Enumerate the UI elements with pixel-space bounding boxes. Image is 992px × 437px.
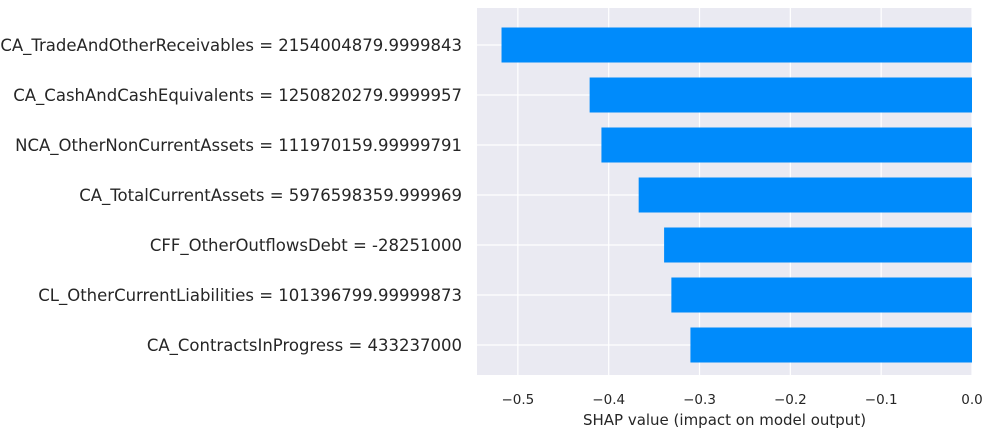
category-label-4: CFF_OtherOutflowsDebt = -28251000	[150, 236, 462, 256]
x-tick-label-0: −0.5	[501, 392, 534, 408]
category-label-0: CA_TradeAndOtherReceivables = 2154004879…	[0, 36, 462, 56]
bars	[501, 27, 972, 363]
x-tick-label-4: −0.1	[865, 392, 898, 408]
x-tick-label-5: 0.0	[961, 392, 982, 408]
x-axis-ticks: −0.5 −0.4 −0.3 −0.2 −0.1 0.0	[501, 392, 982, 408]
bar-5	[671, 277, 972, 313]
bar-4	[664, 227, 972, 263]
category-label-3: CA_TotalCurrentAssets = 5976598359.99996…	[79, 186, 462, 206]
bar-1	[589, 77, 972, 113]
x-tick-label-1: −0.4	[592, 392, 625, 408]
category-label-1: CA_CashAndCashEquivalents = 1250820279.9…	[13, 86, 462, 106]
bar-6	[690, 327, 972, 363]
category-labels: CA_TradeAndOtherReceivables = 2154004879…	[0, 36, 462, 356]
bar-2	[601, 127, 972, 163]
x-tick-label-3: −0.2	[774, 392, 807, 408]
bar-0	[501, 27, 972, 63]
category-label-2: NCA_OtherNonCurrentAssets = 111970159.99…	[15, 136, 462, 156]
category-label-5: CL_OtherCurrentLiabilities = 101396799.9…	[38, 286, 462, 306]
x-tick-label-2: −0.3	[683, 392, 716, 408]
x-axis-title: SHAP value (impact on model output)	[583, 411, 866, 429]
category-label-6: CA_ContractsInProgress = 433237000	[147, 336, 462, 356]
bar-3	[638, 177, 972, 213]
